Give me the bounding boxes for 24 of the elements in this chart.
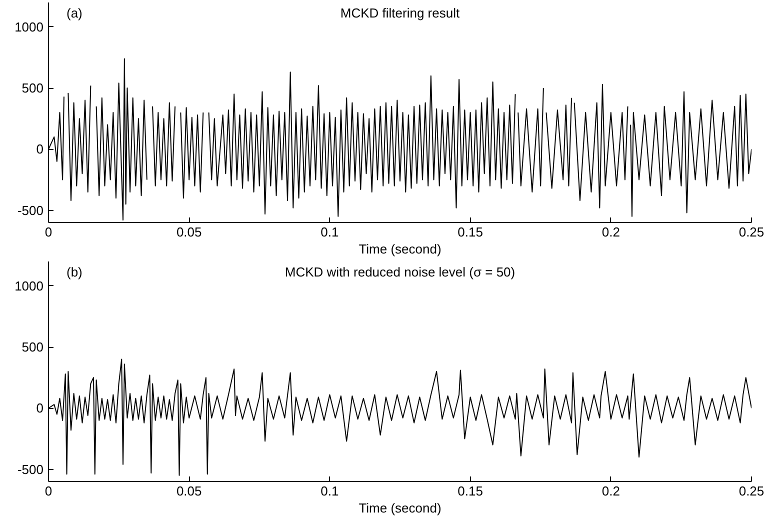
annotation: (b) (66, 264, 82, 280)
y-tick-label: 500 (22, 340, 44, 355)
y-tick-label: -500 (17, 202, 44, 218)
y-tick-label: -500 (17, 462, 44, 477)
y-tick-label: 0 (36, 400, 44, 416)
x-tick-label: 0.25 (738, 224, 764, 240)
x-tick-label: 0.15 (458, 224, 483, 240)
y-tick-label: 1000 (14, 278, 44, 294)
x-tick-label: 0.2 (602, 224, 620, 240)
x-tick-label: 0.2 (602, 484, 620, 498)
y-tick-label: 0 (36, 142, 44, 157)
x-tick-label: 0.1 (320, 484, 339, 498)
y-tick-label: 1000 (14, 19, 44, 34)
x-axis-title: Time (second) (358, 500, 442, 516)
x-tick-label: 0.05 (176, 224, 202, 240)
x-tick-label: 0.1 (320, 224, 339, 240)
chart-title: MCKD filtering result (340, 6, 460, 20)
chart-title: MCKD with reduced noise level (σ = 50) (284, 264, 516, 280)
x-tick-label: 0.05 (176, 484, 202, 498)
x-axis-title: Time (second) (358, 242, 442, 256)
x-tick-label: 0.25 (738, 484, 764, 498)
y-tick-label: 500 (22, 80, 44, 96)
annotation: (a) (66, 6, 82, 20)
x-tick-label: 0.15 (458, 484, 483, 498)
